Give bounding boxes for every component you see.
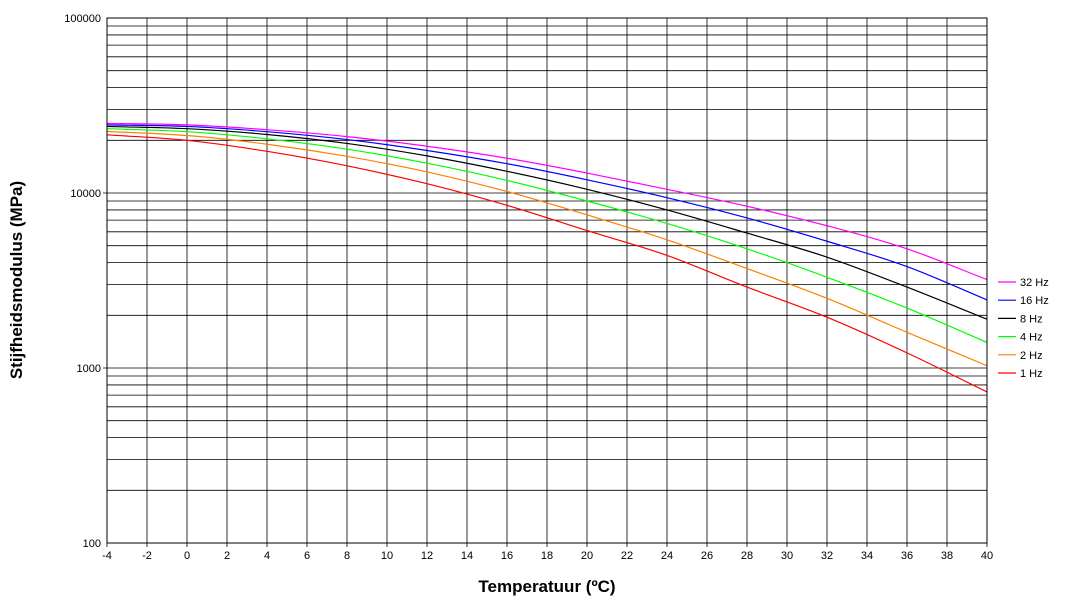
series-line-0 (106, 122, 988, 281)
y-tick-label: 100000 (64, 13, 101, 25)
y-axis-title: Stijfheidsmodulus (MPa) (7, 181, 26, 379)
x-tick-label: 8 (344, 550, 350, 562)
legend-label: 8 Hz (1020, 313, 1043, 325)
x-tick-label: 26 (701, 550, 713, 562)
legend: 32 Hz 16 Hz 8 Hz 4 Hz 2 Hz 1 Hz (998, 277, 1049, 380)
x-axis-title: Temperatuur (ºC) (478, 577, 615, 596)
x-tick-label: 12 (421, 550, 433, 562)
x-tick-label: 32 (821, 550, 833, 562)
series-line-4 (106, 130, 988, 367)
legend-label: 1 Hz (1020, 368, 1043, 380)
x-tick-label: 30 (781, 550, 793, 562)
x-tick-label: -4 (102, 550, 112, 562)
x-tick-label: 16 (501, 550, 513, 562)
x-tick-label: 34 (861, 550, 873, 562)
y-tick-label: 10000 (70, 188, 101, 200)
x-tick-label: 38 (941, 550, 953, 562)
series-line-5 (106, 134, 988, 393)
x-tick-label: 36 (901, 550, 913, 562)
x-tick-label: 0 (184, 550, 190, 562)
x-tick-label: 20 (581, 550, 593, 562)
y-tick-label: 1000 (77, 363, 101, 375)
x-tick-label: 24 (661, 550, 673, 562)
x-tick-labels: -4 -2 0 2 4 6 8 10 12 14 16 18 20 22 24 26 28 30 32 34 36 38 4… (102, 550, 993, 562)
x-tick-label: 18 (541, 550, 553, 562)
legend-label: 16 Hz (1020, 295, 1049, 307)
x-tick-label: 10 (381, 550, 393, 562)
legend-label: 2 Hz (1020, 350, 1043, 362)
plot-border (106, 17, 988, 544)
x-tick-label: 14 (461, 550, 473, 562)
x-tick-label: 4 (264, 550, 270, 562)
y-tick-labels: 100 1000 10000 100000 (64, 13, 101, 550)
x-tick-label: -2 (142, 550, 152, 562)
legend-label: 4 Hz (1020, 332, 1043, 344)
series-line-1 (106, 124, 988, 301)
x-tick-label: 40 (981, 550, 993, 562)
legend-label: 32 Hz (1020, 277, 1049, 289)
series-line-2 (106, 125, 988, 320)
series-line-3 (106, 128, 988, 343)
x-tick-label: 28 (741, 550, 753, 562)
series-lines (106, 122, 988, 393)
x-tick-label: 22 (621, 550, 633, 562)
y-tick-label: 100 (83, 538, 101, 550)
x-tick-label: 6 (304, 550, 310, 562)
x-tick-label: 2 (224, 550, 230, 562)
